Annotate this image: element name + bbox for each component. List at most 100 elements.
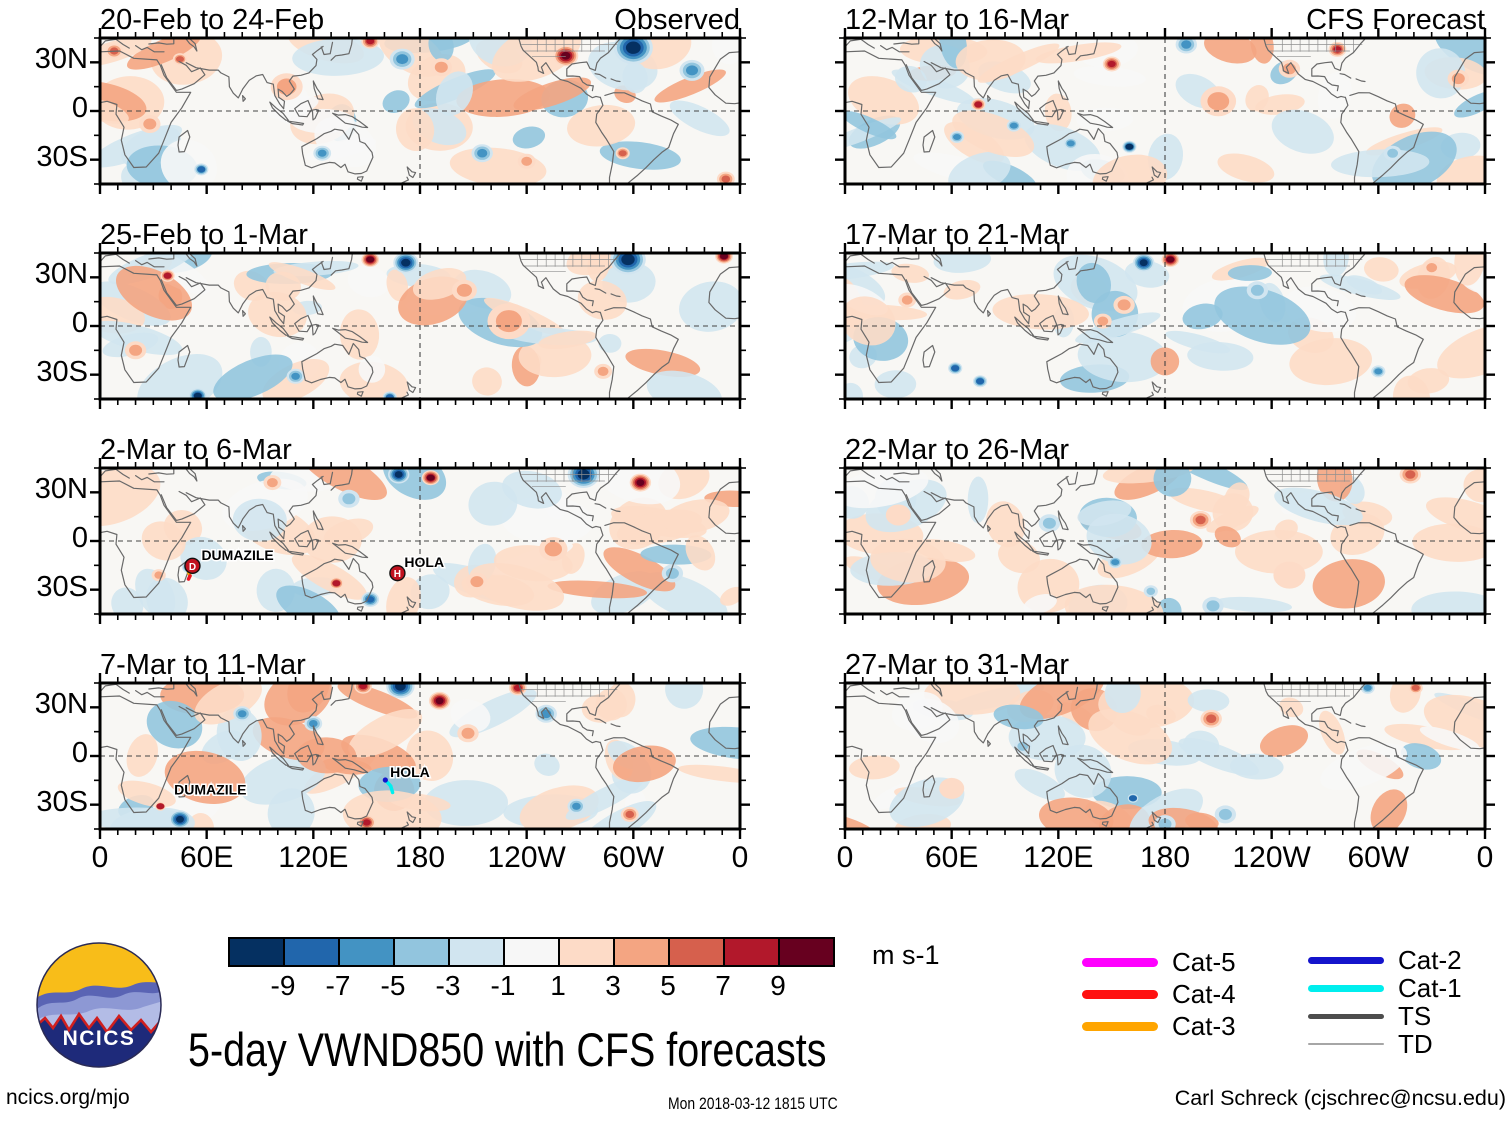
- generation-timestamp: Mon 2018-03-12 1815 UTC: [668, 1094, 838, 1113]
- y-axis-tick-label: 30S: [36, 355, 88, 388]
- panel-forecast-4: 27-Mar to 31-Mar: [835, 647, 1495, 839]
- colorbar-tick-label: -5: [380, 970, 406, 1001]
- svg-text:HOLA: HOLA: [404, 554, 444, 570]
- ncics-logo: NCICS: [35, 941, 163, 1074]
- legend-label: TS: [1398, 1001, 1432, 1031]
- colorbar-tick-label: -7: [325, 970, 351, 1001]
- panel-observed-2: 25-Feb to 1-Mar: [90, 217, 750, 409]
- legend-item-cat-2: Cat-2: [1308, 946, 1462, 974]
- y-axis-tick-label: 0: [71, 737, 88, 769]
- legend-label: Cat-3: [1172, 1011, 1236, 1041]
- map-panel: [835, 28, 1495, 194]
- y-axis-tick-label: 0: [71, 307, 88, 339]
- legend-line-ts: [1308, 1013, 1384, 1019]
- colorbar-tick-label: -9: [270, 970, 296, 1001]
- legend-line-cat-5: [1082, 957, 1158, 967]
- x-axis-tick-label: 0: [731, 841, 749, 874]
- panel-observed-3: 2-Mar to 6-Mar D DUMAZILE H HOLA: [90, 432, 750, 624]
- x-axis-tick-label: 120E: [1023, 841, 1094, 874]
- y-axis-tick-label: 30N: [34, 473, 88, 506]
- colorbar-tick-label: 5: [660, 970, 676, 1001]
- colorbar-tick-label: -1: [490, 970, 516, 1001]
- panel-forecast-3: 22-Mar to 26-Mar: [835, 432, 1495, 624]
- ncics-logo-art: NCICS: [36, 942, 162, 1068]
- x-axis-tick-label: 180: [394, 841, 446, 874]
- colorbar-tick-label: 7: [715, 970, 731, 1001]
- legend-item-ts: TS: [1308, 1002, 1431, 1030]
- legend-item-cat-3: Cat-3: [1082, 1012, 1236, 1040]
- panel-title: 12-Mar to 16-Mar: [845, 4, 1070, 36]
- x-axis-tick-label: 0: [1476, 841, 1494, 874]
- legend-item-cat-5: Cat-5: [1082, 948, 1236, 976]
- legend-item-cat-4: Cat-4: [1082, 980, 1236, 1008]
- panel-observed-1: 20-Feb to 24-Feb Observed: [90, 2, 750, 194]
- author-credit: Carl Schreck (cjschrec@ncsu.edu): [1174, 1086, 1506, 1110]
- x-axis-tick-label: 120E: [278, 841, 349, 874]
- panel-forecast-2: 17-Mar to 21-Mar: [835, 217, 1495, 409]
- x-axis-tick-label: 60E: [924, 841, 979, 874]
- panel-title: 2-Mar to 6-Mar: [100, 434, 292, 466]
- x-axis-tick-label: 60E: [179, 841, 234, 874]
- panel-title: 7-Mar to 11-Mar: [100, 649, 306, 681]
- colorbar-tick-label: 1: [550, 970, 566, 1001]
- colorbar-tick-label: -3: [435, 970, 461, 1001]
- colorbar-tick-label: 9: [770, 970, 786, 1001]
- y-axis-tick-label: 30N: [34, 258, 88, 291]
- legend-item-td: TD: [1308, 1030, 1433, 1058]
- y-axis-tick-label: 30S: [36, 570, 88, 603]
- map-panel: [835, 243, 1495, 409]
- panel-forecast-1: 12-Mar to 16-Mar CFS Forecast: [835, 2, 1495, 194]
- svg-text:H: H: [394, 569, 401, 580]
- svg-text:DUMAZILE: DUMAZILE: [201, 547, 273, 563]
- colorbar: [228, 937, 840, 974]
- panel-title: 27-Mar to 31-Mar: [845, 649, 1070, 681]
- colorbar-tick-label: 3: [605, 970, 621, 1001]
- x-axis-tick-label: 0: [91, 841, 109, 874]
- panel-title: 20-Feb to 24-Feb: [100, 4, 325, 36]
- x-axis-tick-label: 120W: [487, 841, 566, 874]
- legend-line-cat-1: [1308, 984, 1384, 992]
- y-axis-tick-label: 30S: [36, 785, 88, 818]
- map-panel: [835, 673, 1495, 839]
- map-panel: [90, 28, 750, 194]
- panel-title: 17-Mar to 21-Mar: [845, 219, 1070, 251]
- legend-line-cat-2: [1308, 956, 1384, 964]
- svg-text:DUMAZILE: DUMAZILE: [174, 782, 246, 798]
- legend-line-cat-3: [1082, 1021, 1158, 1031]
- colorbar-swatches: [228, 937, 835, 967]
- legend-label: Cat-5: [1172, 947, 1236, 977]
- y-axis-tick-label: 0: [71, 522, 88, 554]
- legend-label: Cat-2: [1398, 945, 1462, 975]
- x-axis-tick-label: 0: [836, 841, 854, 874]
- y-axis-tick-label: 30N: [34, 688, 88, 721]
- legend-label: TD: [1398, 1029, 1433, 1059]
- map-panel: DUMAZILE HOLA: [90, 673, 750, 839]
- panel-corner-label: Observed: [614, 4, 740, 36]
- y-axis-tick-label: 0: [71, 92, 88, 124]
- y-axis-tick-label: 30S: [36, 140, 88, 173]
- figure-title: 5-day VWND850 with CFS forecasts: [188, 1023, 827, 1076]
- x-axis-tick-label: 180: [1139, 841, 1191, 874]
- legend-line-td: [1308, 1042, 1384, 1046]
- svg-text:HOLA: HOLA: [390, 764, 430, 780]
- ncics-logo-text: NCICS: [63, 1027, 136, 1050]
- svg-text:D: D: [189, 562, 196, 573]
- colorbar-units-label: m s-1: [872, 940, 940, 970]
- x-axis-tick-label: 60W: [1347, 841, 1410, 874]
- site-url: ncics.org/mjo: [6, 1086, 130, 1109]
- panel-corner-label: CFS Forecast: [1306, 4, 1485, 36]
- x-axis-tick-label: 60W: [602, 841, 665, 874]
- x-axis-tick-label: 120W: [1232, 841, 1311, 874]
- legend-label: Cat-1: [1398, 973, 1462, 1003]
- panel-title: 25-Feb to 1-Mar: [100, 219, 308, 251]
- panel-observed-4: 7-Mar to 11-Mar DUMAZILE HOLA: [90, 647, 750, 839]
- legend-label: Cat-4: [1172, 979, 1236, 1009]
- y-axis-tick-label: 30N: [34, 43, 88, 76]
- map-panel: [90, 243, 750, 409]
- legend-line-cat-4: [1082, 989, 1158, 999]
- map-panel: [835, 458, 1495, 624]
- panel-title: 22-Mar to 26-Mar: [845, 434, 1070, 466]
- legend-item-cat-1: Cat-1: [1308, 974, 1462, 1002]
